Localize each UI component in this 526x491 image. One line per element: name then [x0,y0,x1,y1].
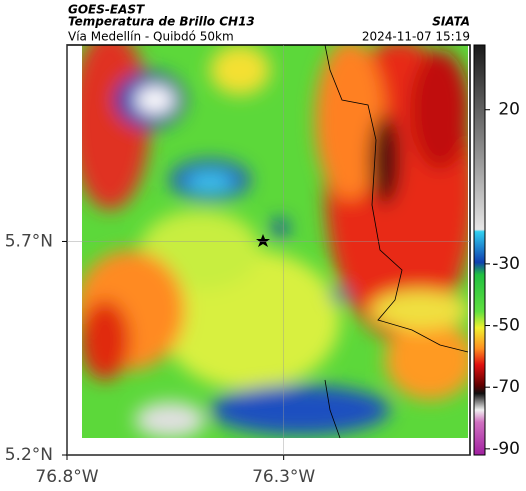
title: Temperatura de Brillo CH13 [68,15,255,29]
colorbar-tick-label: -90 [492,439,520,459]
colorbar [473,44,486,456]
location-star [256,234,270,247]
border-line [324,379,341,439]
colorbar-tick-label: -50 [492,316,520,336]
timestamp: 2024-11-07 15:19 [362,30,470,44]
lat-tick-label: 5.7°N [5,231,53,251]
lon-tick-label: 76.3°W [252,467,315,487]
lat-tick-label: 5.2°N [5,445,53,465]
brightness-temperature-image [82,45,468,438]
org: SIATA [432,15,470,29]
colorbar-tick-label: 20 [498,100,520,120]
colorbar-tick-label: -70 [492,377,520,397]
border-line [324,44,469,353]
subtitle: Vía Medellín - Quibdó 50km [68,30,234,44]
colorbar-tick-label: -30 [492,254,520,274]
lon-tick-label: 76.8°W [35,467,98,487]
source: GOES-EAST [68,3,145,17]
